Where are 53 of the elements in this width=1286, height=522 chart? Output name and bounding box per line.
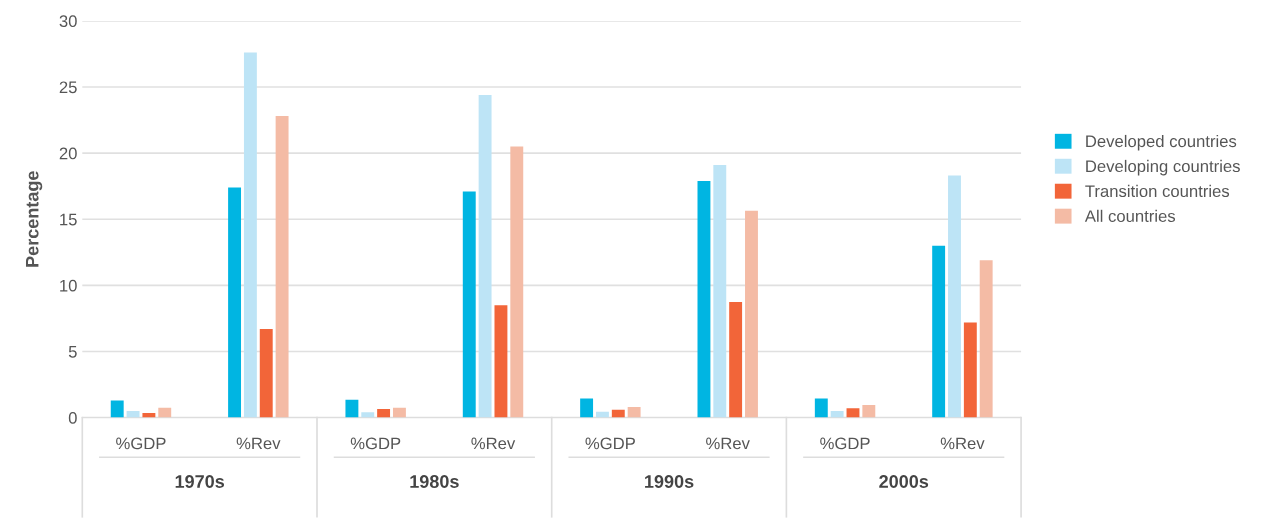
bar	[932, 245, 946, 418]
y-tick-label: 25	[59, 81, 77, 94]
y-tick-label: 30	[59, 15, 77, 28]
bar	[478, 94, 492, 418]
x-tick-label: %Rev	[236, 437, 281, 450]
bar	[392, 407, 406, 418]
bar	[963, 322, 977, 418]
legend-label: All countries	[1084, 209, 1176, 223]
bar	[697, 180, 711, 418]
y-tick-label: 20	[59, 147, 77, 160]
bar	[345, 399, 359, 418]
bar	[627, 407, 641, 418]
bar	[948, 175, 961, 418]
x-tick-label: %Rev	[706, 437, 750, 450]
bar	[729, 301, 743, 418]
x-tick-label: %GDP	[116, 437, 166, 450]
bar	[846, 408, 860, 418]
y-tick-label: 0	[68, 412, 77, 424]
bar	[510, 146, 524, 418]
bar	[745, 210, 758, 418]
bar	[110, 400, 124, 418]
bar	[862, 405, 876, 418]
y-tick-label: 5	[68, 346, 77, 358]
legend-label: Developing countries	[1086, 159, 1240, 176]
bar	[830, 410, 844, 418]
text: 1990s	[645, 475, 694, 488]
bar	[275, 116, 289, 418]
y-tick-label: 15	[60, 213, 77, 226]
x-tick-label: %Rev	[471, 437, 516, 450]
x-tick-label: %GDP	[820, 437, 870, 450]
bar	[377, 409, 391, 418]
bar	[494, 305, 508, 418]
bar	[979, 260, 993, 418]
bar	[158, 407, 172, 418]
x-tick-label: %GDP	[350, 437, 401, 450]
bar	[228, 187, 242, 418]
bar	[462, 191, 476, 418]
text: 2000s	[879, 475, 929, 488]
bar	[243, 52, 257, 418]
bar	[259, 329, 273, 418]
text: 1980s	[410, 475, 459, 488]
bar	[713, 165, 727, 418]
bar	[580, 398, 594, 418]
x-tick-label: %Rev	[940, 437, 985, 450]
bar	[814, 398, 828, 418]
bar	[361, 412, 375, 418]
x-tick-label: %GDP	[585, 437, 635, 450]
y-tick-label: 10	[60, 279, 77, 292]
legend-label: Developed countries	[1086, 134, 1237, 151]
legend-label: Transition countries	[1085, 184, 1230, 198]
bar	[126, 410, 140, 418]
y-axis-title: Percentage	[25, 171, 43, 267]
text: 1970s	[175, 475, 225, 488]
